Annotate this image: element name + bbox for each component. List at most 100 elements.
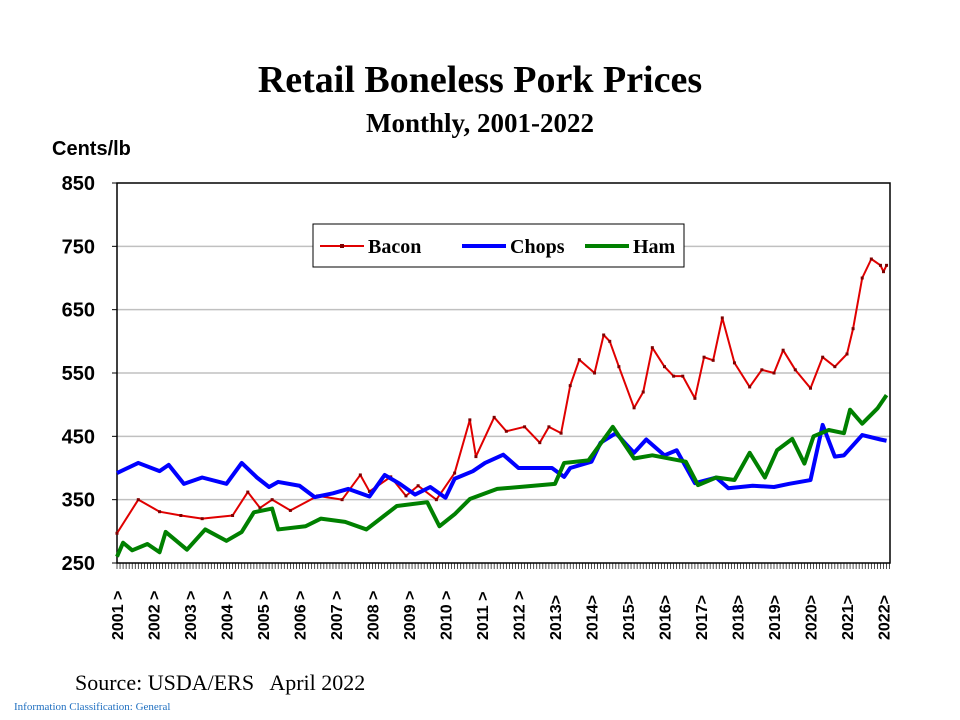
x-tick-label: 2002 >	[147, 591, 164, 640]
x-tick-label: 2018>	[731, 595, 748, 640]
x-tick-label: 2004 >	[220, 591, 237, 640]
y-tick-label: 650	[62, 300, 95, 322]
data-point-bacon	[231, 514, 235, 517]
data-point-bacon	[681, 374, 685, 378]
data-point-bacon	[453, 471, 457, 475]
series-line-bacon	[116, 258, 888, 534]
data-point-bacon	[340, 498, 344, 502]
data-point-bacon	[851, 327, 855, 331]
x-tick-label: 2022>	[877, 595, 894, 640]
data-point-bacon	[793, 368, 797, 372]
data-point-bacon	[602, 333, 606, 337]
x-tick-label: 2010 >	[439, 591, 456, 640]
data-point-bacon	[641, 390, 645, 394]
x-tick-label: 2007 >	[329, 591, 346, 640]
data-point-bacon	[845, 352, 849, 356]
legend-label-chops: Chops	[510, 236, 565, 258]
data-point-bacon	[809, 386, 812, 390]
plot-area	[116, 182, 891, 564]
y-tick-label: 250	[62, 553, 95, 575]
legend-label-ham: Ham	[633, 236, 676, 258]
legend-marker	[340, 244, 344, 248]
chart-title: Retail Boneless Pork Prices	[257, 59, 703, 101]
data-point-bacon	[568, 384, 572, 388]
data-point-bacon	[720, 316, 724, 320]
x-tick-label: 2008 >	[366, 591, 383, 640]
x-tick-label: 2019>	[767, 595, 784, 640]
data-point-bacon	[115, 531, 119, 535]
y-tick-label: 350	[62, 490, 95, 512]
data-point-bacon	[608, 339, 612, 343]
x-tick-label: 2012 >	[512, 591, 529, 640]
series-line-ham	[115, 394, 889, 558]
data-point-bacon	[270, 498, 274, 502]
y-tick-label: 450	[62, 426, 95, 448]
series-line-chops	[116, 422, 887, 500]
data-point-bacon	[672, 374, 676, 378]
data-point-bacon	[504, 429, 508, 433]
x-tick-label: 2009 >	[402, 591, 419, 640]
y-axis-label: Cents/lb	[52, 138, 131, 160]
data-point-bacon	[772, 371, 776, 375]
data-point-bacon	[179, 514, 183, 517]
x-tick-label: 2016>	[658, 595, 675, 640]
data-point-bacon	[693, 396, 697, 400]
data-point-bacon	[158, 510, 162, 514]
chart-subtitle: Monthly, 2001-2022	[365, 108, 594, 138]
x-tick-label: 2015>	[621, 595, 638, 640]
x-tick-label: 2005 >	[256, 591, 273, 640]
data-point-bacon	[559, 431, 563, 435]
data-point-bacon	[748, 385, 752, 389]
data-point-bacon	[474, 455, 478, 459]
data-point-bacon	[492, 415, 496, 419]
data-point-bacon	[781, 348, 785, 352]
data-point-bacon	[702, 355, 706, 359]
data-point-bacon	[732, 361, 736, 365]
x-tick-label: 2011 >	[475, 592, 492, 641]
x-tick-label: 2014>	[585, 595, 602, 640]
data-point-bacon	[577, 358, 581, 362]
data-point-bacon	[593, 371, 597, 375]
data-point-bacon	[821, 355, 825, 359]
y-tick-label: 750	[62, 236, 95, 258]
data-point-bacon	[404, 494, 408, 498]
data-point-bacon	[711, 358, 715, 362]
legend: Bacon Chops Ham	[312, 223, 685, 268]
y-tick-label: 550	[62, 363, 95, 385]
legend-label-bacon: Bacon	[368, 236, 421, 258]
data-point-bacon	[878, 263, 882, 267]
x-tick-label: 2017>	[694, 595, 711, 640]
x-tick-label: 2001 >	[110, 591, 127, 640]
data-point-bacon	[860, 276, 864, 280]
x-tick-label: 2006 >	[293, 591, 310, 640]
data-point-bacon	[468, 418, 472, 422]
data-point-bacon	[885, 263, 889, 267]
data-point-bacon	[523, 425, 527, 429]
data-point-bacon	[869, 257, 873, 261]
data-point-bacon	[246, 490, 250, 494]
data-point-bacon	[416, 484, 420, 488]
data-point-bacon	[288, 508, 292, 512]
x-tick-label: 2003 >	[183, 591, 200, 640]
data-point-bacon	[617, 365, 621, 369]
data-point-bacon	[632, 406, 636, 410]
data-point-bacon	[650, 346, 654, 350]
data-point-bacon	[358, 473, 362, 477]
data-point-bacon	[200, 517, 204, 521]
data-point-bacon	[833, 365, 837, 369]
data-point-bacon	[258, 506, 262, 510]
y-tick-label: 850	[62, 173, 95, 195]
data-point-bacon	[760, 368, 764, 372]
data-point-bacon	[136, 498, 140, 502]
x-tick-label: 2013>	[548, 595, 565, 640]
data-point-bacon	[367, 489, 371, 493]
data-point-bacon	[434, 498, 438, 502]
data-point-bacon	[538, 441, 542, 445]
x-tick-label: 2020>	[804, 595, 821, 640]
classification-label: Information Classification: General	[14, 701, 171, 713]
data-point-bacon	[663, 365, 666, 369]
data-point-bacon	[882, 270, 885, 274]
data-point-bacon	[547, 425, 551, 429]
x-tick-label: 2021>	[840, 595, 857, 640]
